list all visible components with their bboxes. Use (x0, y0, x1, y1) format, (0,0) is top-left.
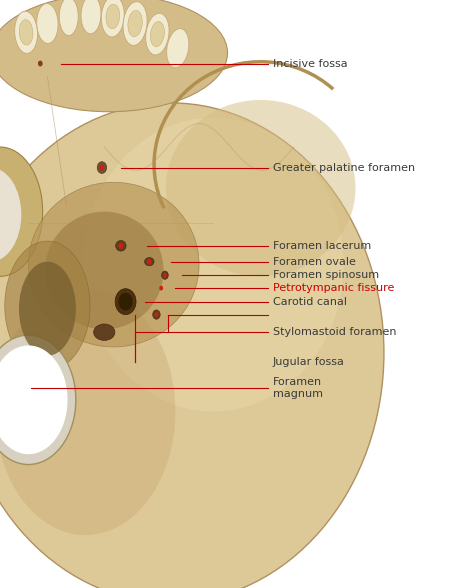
Ellipse shape (81, 0, 101, 34)
Ellipse shape (0, 346, 67, 455)
Ellipse shape (116, 240, 126, 251)
Text: Jugular fossa: Jugular fossa (273, 356, 345, 367)
Ellipse shape (83, 118, 344, 412)
Text: Foramen
magnum: Foramen magnum (273, 377, 322, 399)
Ellipse shape (0, 335, 76, 465)
Circle shape (118, 243, 123, 249)
Ellipse shape (28, 182, 199, 347)
Ellipse shape (15, 11, 37, 54)
Ellipse shape (146, 13, 169, 55)
Ellipse shape (19, 19, 33, 45)
Text: Greater palatine foramen: Greater palatine foramen (273, 162, 415, 173)
Circle shape (100, 165, 104, 171)
Ellipse shape (59, 0, 78, 36)
Text: Petrotympanic fissure: Petrotympanic fissure (273, 283, 394, 293)
Ellipse shape (106, 4, 119, 29)
Circle shape (115, 289, 136, 315)
Ellipse shape (0, 103, 384, 588)
Text: Foramen spinosum: Foramen spinosum (273, 270, 379, 280)
Ellipse shape (0, 168, 21, 262)
Circle shape (147, 259, 152, 265)
Ellipse shape (5, 241, 90, 370)
Ellipse shape (166, 100, 356, 276)
Text: Foramen ovale: Foramen ovale (273, 256, 356, 267)
Text: Stylomastoid foramen: Stylomastoid foramen (273, 327, 396, 338)
Ellipse shape (150, 22, 164, 46)
Ellipse shape (123, 2, 147, 45)
Text: Incisive fossa: Incisive fossa (273, 58, 347, 69)
Circle shape (153, 310, 160, 319)
Circle shape (162, 271, 168, 279)
Ellipse shape (167, 29, 189, 68)
Ellipse shape (145, 258, 154, 266)
Text: Foramen lacerum: Foramen lacerum (273, 240, 371, 251)
Ellipse shape (0, 147, 43, 276)
Ellipse shape (45, 212, 164, 329)
Ellipse shape (94, 324, 115, 340)
Circle shape (159, 286, 163, 290)
Circle shape (155, 312, 158, 317)
Ellipse shape (128, 11, 142, 36)
Ellipse shape (19, 262, 76, 356)
Circle shape (97, 162, 107, 173)
Ellipse shape (101, 0, 124, 37)
Text: Carotid canal: Carotid canal (273, 296, 346, 307)
Circle shape (163, 273, 167, 278)
Circle shape (38, 61, 43, 66)
Circle shape (118, 293, 133, 310)
Ellipse shape (0, 288, 175, 535)
Ellipse shape (36, 4, 58, 44)
Ellipse shape (0, 0, 228, 112)
